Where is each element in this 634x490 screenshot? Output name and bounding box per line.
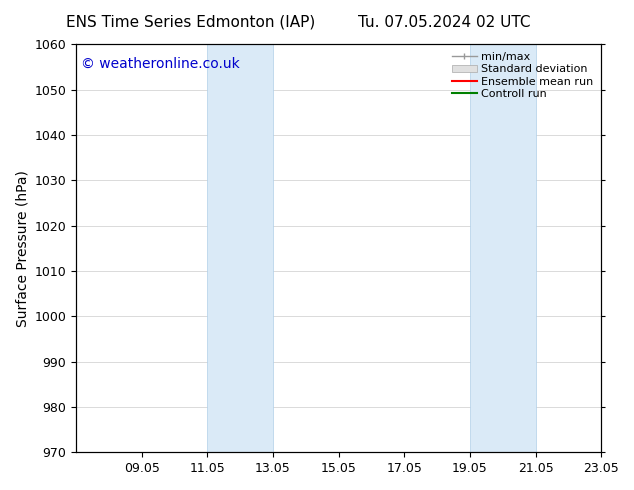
Bar [207,45,273,452]
Legend: min/max, Standard deviation, Ensemble mean run, Controll run: min/max, Standard deviation, Ensemble me… [448,48,598,103]
Bar [470,45,536,452]
Text: Tu. 07.05.2024 02 UTC: Tu. 07.05.2024 02 UTC [358,15,530,30]
Text: © weatheronline.co.uk: © weatheronline.co.uk [81,57,240,71]
Text: ENS Time Series Edmonton (IAP): ENS Time Series Edmonton (IAP) [65,15,315,30]
Y-axis label: Surface Pressure (hPa): Surface Pressure (hPa) [15,170,29,327]
